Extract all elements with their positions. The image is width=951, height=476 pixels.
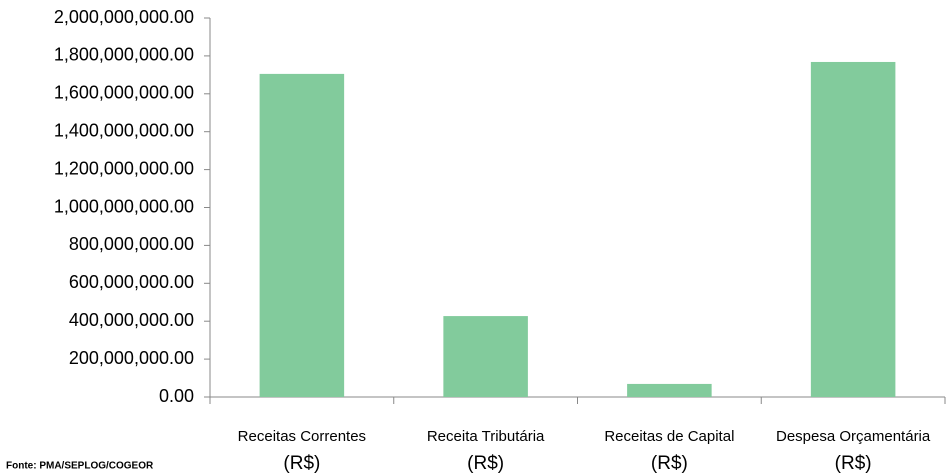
x-tick-label-line: (R$) — [835, 453, 872, 474]
x-tick-label: Despesa Orçamentária (R$) — [776, 428, 931, 474]
x-tick-label-line: Receitas de Capital — [604, 428, 734, 445]
y-tick-label: 400,000,000.00 — [69, 310, 194, 330]
y-tick-label: 2,000,000,000.00 — [54, 7, 194, 27]
y-tick-label: 200,000,000.00 — [69, 348, 194, 368]
x-tick-label-line: Despesa Orçamentária — [776, 428, 931, 445]
y-tick-label: 800,000,000.00 — [69, 234, 194, 254]
bar — [259, 73, 345, 397]
y-tick-label: 1,600,000,000.00 — [54, 83, 194, 103]
y-tick-label: 0.00 — [159, 386, 194, 406]
y-tick-label: 600,000,000.00 — [69, 272, 194, 292]
x-tick-label-line: (R$) — [467, 453, 504, 474]
bar — [443, 316, 528, 397]
x-tick-label-line: Receitas Correntes — [238, 428, 366, 445]
x-tick-label: Receitas Correntes (R$) — [238, 428, 366, 474]
bar — [627, 383, 712, 397]
y-tick-label: 1,200,000,000.00 — [54, 158, 194, 178]
bar — [810, 61, 896, 398]
x-tick-label: Receita Tributária (R$) — [427, 428, 545, 474]
x-tick-label-line: (R$) — [651, 453, 688, 474]
x-tick-label-line: (R$) — [283, 453, 320, 474]
x-tick-label-line: Receita Tributária — [427, 428, 545, 445]
y-tick-label: 1,400,000,000.00 — [54, 120, 194, 140]
y-tick-label: 1,000,000,000.00 — [54, 196, 194, 216]
x-tick-label: Receitas de Capital (R$) — [604, 428, 734, 474]
y-tick-label: 1,800,000,000.00 — [54, 45, 194, 65]
source-note: Fonte: PMA/SEPLOG/COGEOR — [6, 461, 154, 472]
